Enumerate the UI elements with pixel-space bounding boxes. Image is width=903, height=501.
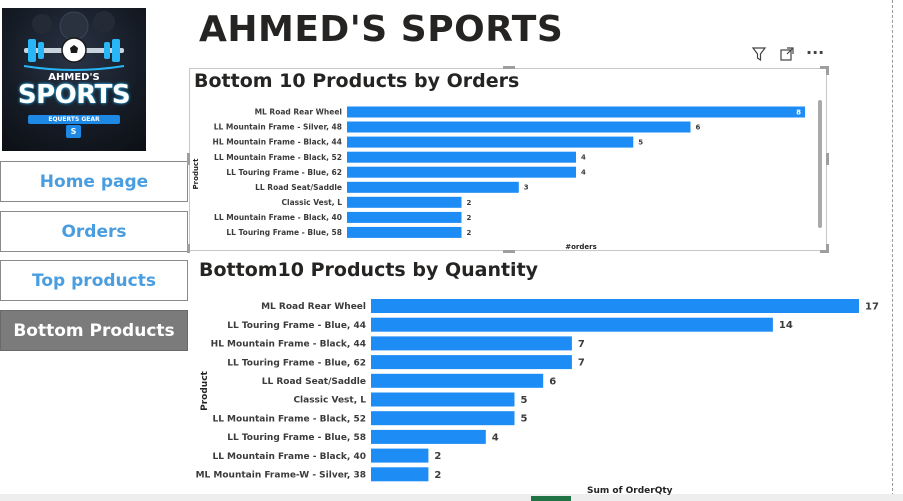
quantity-x-axis-label: Sum of OrderQty (587, 486, 673, 496)
company-logo: AHMED'S SPORTS EQUERTS GEAR S (2, 8, 146, 151)
page-boundary (892, 0, 893, 501)
logo-text-ahmeds: AHMED'S (48, 72, 100, 83)
resize-handle-top[interactable] (503, 66, 515, 69)
data-label: 2 (467, 214, 472, 222)
logo-text-sports: SPORTS (17, 80, 131, 110)
category-label: LL Touring Frame - Blue, 58 (227, 433, 366, 443)
resize-handle-corner-br-h[interactable] (820, 250, 829, 253)
nav-top-products-button[interactable]: Top products (0, 260, 188, 301)
bar (371, 317, 773, 332)
category-label: HL Mountain Frame - Black, 44 (211, 340, 366, 350)
logo-text-tagline: EQUERTS GEAR (28, 115, 120, 124)
category-label: LL Mountain Frame - Silver, 48 (214, 123, 342, 132)
bar (347, 211, 462, 223)
data-label: 4 (492, 432, 499, 443)
resize-handle-corner-br-v[interactable] (826, 244, 829, 253)
bar (371, 392, 515, 407)
data-label: 5 (521, 395, 528, 406)
resize-handle-right[interactable] (826, 153, 829, 165)
y-axis-label: Product (200, 370, 210, 410)
category-label: LL Road Seat/Saddle (262, 377, 366, 387)
sheet-tab-indicator (531, 496, 571, 501)
bar (347, 181, 519, 193)
nav-home-page-button[interactable]: Home page (0, 161, 188, 202)
resize-handle-corner-bl[interactable] (187, 244, 190, 253)
category-label: LL Mountain Frame - Black, 52 (212, 414, 366, 424)
more-options-icon[interactable]: ··· (806, 43, 825, 62)
data-label: 2 (467, 229, 472, 237)
resize-handle-left[interactable] (187, 153, 190, 165)
bar (371, 299, 859, 313)
data-label: 5 (638, 139, 643, 147)
focus-mode-icon[interactable] (779, 46, 795, 66)
resize-handle-corner-tr-v[interactable] (826, 66, 829, 75)
data-label: 8 (796, 109, 801, 117)
data-label: 5 (521, 414, 528, 425)
category-label: LL Road Seat/Saddle (255, 183, 342, 192)
logo-badge: S (66, 125, 81, 138)
category-label: LL Touring Frame - Blue, 62 (226, 168, 342, 177)
chart-orders-title: Bottom 10 Products by Orders (194, 70, 520, 92)
data-label: 17 (865, 302, 879, 313)
data-label: 4 (581, 154, 586, 162)
data-label: 7 (578, 339, 585, 350)
chart-quantity-title: Bottom10 Products by Quantity (199, 259, 539, 281)
page-title: AHMED'S SPORTS (199, 9, 564, 50)
category-label: LL Touring Frame - Blue, 62 (227, 358, 366, 368)
resize-handle-corner-tr-h[interactable] (820, 66, 829, 69)
resize-handle-bottom[interactable] (503, 250, 515, 253)
category-label: Classic Vest, L (293, 396, 366, 406)
bar (371, 336, 572, 351)
bar (347, 106, 805, 118)
bar (371, 411, 515, 426)
category-label: LL Mountain Frame - Black, 40 (212, 452, 366, 462)
category-label: ML Road Rear Wheel (261, 302, 366, 312)
bar (347, 136, 634, 148)
nav-orders-button[interactable]: Orders (0, 211, 188, 252)
nav-bottom-products-button[interactable]: Bottom Products (0, 310, 188, 351)
data-label: 6 (549, 376, 556, 387)
filter-icon[interactable] (751, 46, 767, 66)
bar (347, 151, 576, 163)
bar (371, 467, 429, 482)
bar (371, 429, 486, 444)
data-label: 4 (581, 169, 586, 177)
category-label: Classic Vest, L (282, 198, 343, 207)
bar (347, 196, 462, 208)
category-label: ML Road Rear Wheel (255, 108, 342, 117)
chart-scrollbar[interactable] (818, 100, 822, 228)
category-label: HL Mountain Frame - Black, 44 (213, 138, 342, 147)
bar (347, 226, 462, 238)
data-label: 6 (696, 124, 701, 132)
bar (347, 121, 691, 133)
category-label: LL Touring Frame - Blue, 44 (227, 321, 366, 331)
data-label: 14 (779, 320, 793, 331)
category-label: LL Mountain Frame - Black, 40 (214, 213, 342, 222)
data-label: 2 (434, 470, 441, 481)
data-label: 7 (578, 358, 585, 369)
category-label: LL Mountain Frame - Black, 52 (214, 153, 342, 162)
y-axis-label: Product (192, 158, 200, 190)
visual-header: ··· (748, 43, 828, 66)
bottom-strip (0, 494, 903, 501)
category-label: ML Mountain Frame-W - Silver, 38 (196, 470, 366, 480)
logo-graphic (23, 11, 125, 71)
bar (371, 373, 544, 388)
bar (371, 448, 429, 463)
category-label: LL Touring Frame - Blue, 58 (226, 228, 342, 237)
x-axis-label: #orders (565, 243, 597, 251)
data-label: 3 (524, 184, 529, 192)
data-label: 2 (467, 199, 472, 207)
bar (371, 355, 572, 370)
data-label: 2 (434, 451, 441, 462)
bar (347, 166, 576, 178)
